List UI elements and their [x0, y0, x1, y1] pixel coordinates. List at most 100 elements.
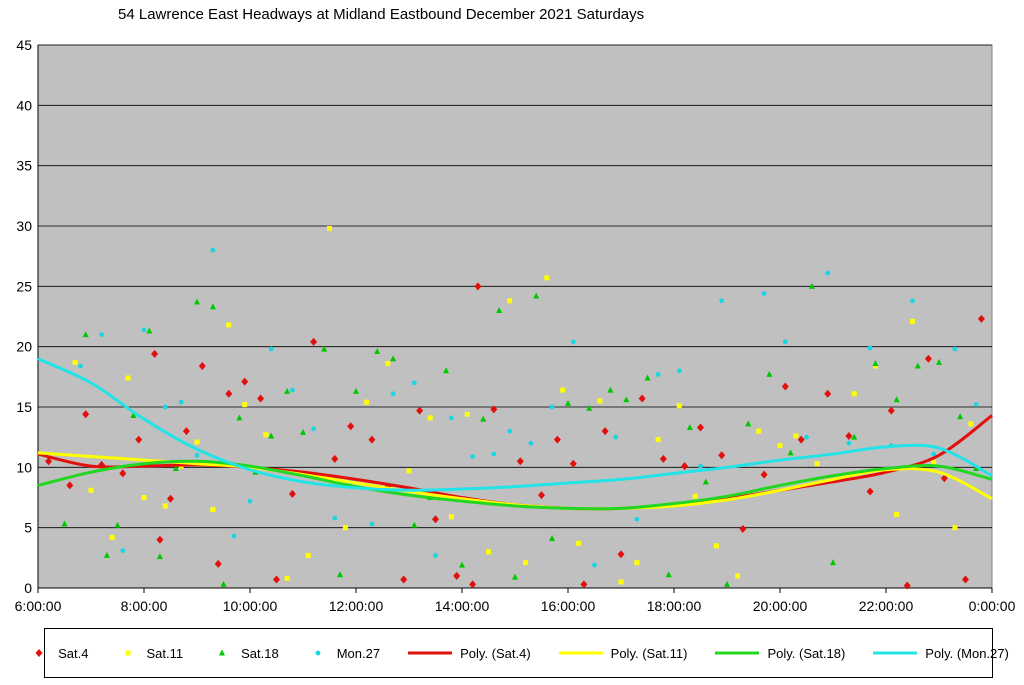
point-sat-18 — [411, 521, 418, 528]
legend-swatch-mon-27 — [315, 650, 321, 656]
point-sat-11 — [342, 525, 348, 531]
point-sat-11 — [910, 318, 915, 324]
point-sat-4 — [962, 575, 969, 584]
x-tick-label: 8:00:00 — [121, 598, 168, 614]
legend-entry-poly-sat-11: Poly. (Sat.11) — [558, 646, 687, 661]
point-sat-4 — [824, 389, 832, 398]
point-sat-18 — [702, 478, 709, 485]
point-sat-11 — [777, 443, 783, 449]
point-sat-18 — [830, 559, 836, 566]
legend-entry-sat-4: Sat.4 — [28, 645, 89, 661]
point-mon-27 — [952, 346, 958, 352]
point-sat-4 — [718, 451, 726, 460]
point-sat-4 — [273, 575, 280, 584]
point-sat-11 — [618, 579, 624, 585]
point-sat-4 — [601, 427, 609, 436]
point-sat-11 — [226, 322, 232, 328]
point-sat-4 — [135, 435, 143, 444]
point-sat-4 — [45, 457, 53, 466]
point-sat-4 — [681, 462, 689, 471]
point-sat-4 — [347, 422, 355, 431]
legend-marker-sat-4 — [35, 649, 43, 657]
point-sat-18 — [480, 415, 487, 422]
y-tick-label: 35 — [16, 158, 32, 174]
point-sat-11 — [894, 511, 900, 517]
point-sat-18 — [644, 374, 651, 381]
point-sat-4 — [225, 389, 233, 398]
point-sat-4 — [739, 524, 747, 533]
point-sat-18 — [665, 571, 672, 578]
point-sat-4 — [119, 469, 127, 478]
point-sat-18 — [374, 347, 381, 354]
point-sat-18 — [496, 306, 503, 313]
point-sat-4 — [516, 457, 524, 466]
chart-title: 54 Lawrence East Headways at Midland Eas… — [118, 6, 645, 23]
legend-swatch-sat-11 — [125, 650, 130, 656]
legend-label: Mon.27 — [336, 645, 381, 661]
point-sat-4 — [659, 454, 667, 463]
point-mon-27 — [311, 426, 316, 432]
legend-label: Sat.4 — [58, 645, 89, 661]
point-sat-4 — [151, 349, 159, 358]
point-sat-18 — [808, 282, 815, 289]
point-sat-11 — [560, 387, 566, 393]
legend-entry-mon-27: Mon.27 — [307, 646, 380, 661]
point-mon-27 — [846, 440, 852, 446]
point-sat-18 — [443, 367, 450, 374]
point-mon-27 — [592, 562, 597, 568]
point-sat-18 — [130, 411, 137, 418]
point-sat-11 — [735, 573, 741, 579]
point-sat-4 — [257, 394, 265, 403]
x-axis-ticks: 6:00:00 8:00:00 10:00:00 12:00:00 14:00:00 16… — [15, 588, 1016, 614]
point-mon-27 — [676, 368, 682, 374]
x-tick-label: 14:00:00 — [435, 598, 490, 614]
legend-label: Poly. (Mon.27) — [925, 645, 1009, 661]
point-sat-4 — [432, 515, 439, 524]
gridlines — [37, 44, 992, 589]
point-sat-4 — [368, 435, 376, 444]
point-sat-18 — [82, 331, 89, 338]
point-sat-4 — [400, 575, 408, 584]
point-mon-27 — [231, 533, 237, 539]
point-mon-27 — [655, 372, 661, 377]
point-sat-18 — [172, 465, 179, 472]
point-sat-18 — [607, 386, 614, 393]
y-tick-label: 0 — [24, 580, 32, 596]
y-tick-label: 40 — [16, 97, 32, 113]
legend-entry-poly-mon-27: Poly. (Mon.27) — [873, 646, 1009, 661]
point-sat-18 — [337, 571, 344, 578]
point-sat-18 — [787, 449, 794, 456]
point-sat-11 — [448, 514, 454, 520]
point-sat-18 — [146, 327, 153, 334]
point-mon-27 — [698, 463, 703, 469]
point-sat-11 — [523, 560, 529, 566]
point-sat-4 — [453, 571, 461, 580]
point-sat-4 — [156, 535, 164, 544]
point-sat-4 — [167, 494, 174, 503]
point-sat-11 — [406, 468, 412, 474]
point-sat-4 — [490, 405, 498, 414]
point-mon-27 — [433, 553, 438, 558]
point-sat-11 — [125, 375, 131, 381]
point-sat-11 — [692, 493, 698, 499]
y-tick-label: 25 — [16, 278, 32, 294]
point-sat-18 — [957, 413, 964, 420]
point-sat-18 — [300, 428, 306, 435]
point-sat-11 — [655, 437, 661, 443]
point-mon-27 — [141, 327, 147, 333]
point-sat-18 — [586, 404, 593, 411]
point-mon-27 — [931, 451, 937, 457]
point-mon-27 — [910, 298, 915, 304]
point-sat-18 — [103, 551, 110, 558]
point-sat-4 — [697, 423, 704, 432]
point-mon-27 — [247, 498, 253, 504]
point-sat-11 — [597, 398, 603, 404]
legend-label: Poly. (Sat.18) — [767, 645, 846, 661]
point-sat-4 — [469, 580, 477, 589]
plot-area — [37, 44, 993, 589]
point-sat-11 — [385, 361, 391, 367]
legend-marker-sat-18 — [219, 649, 226, 656]
point-sat-4 — [310, 337, 318, 346]
point-mon-27 — [99, 332, 104, 337]
legend-entry-sat-11: Sat.11 — [117, 646, 183, 661]
